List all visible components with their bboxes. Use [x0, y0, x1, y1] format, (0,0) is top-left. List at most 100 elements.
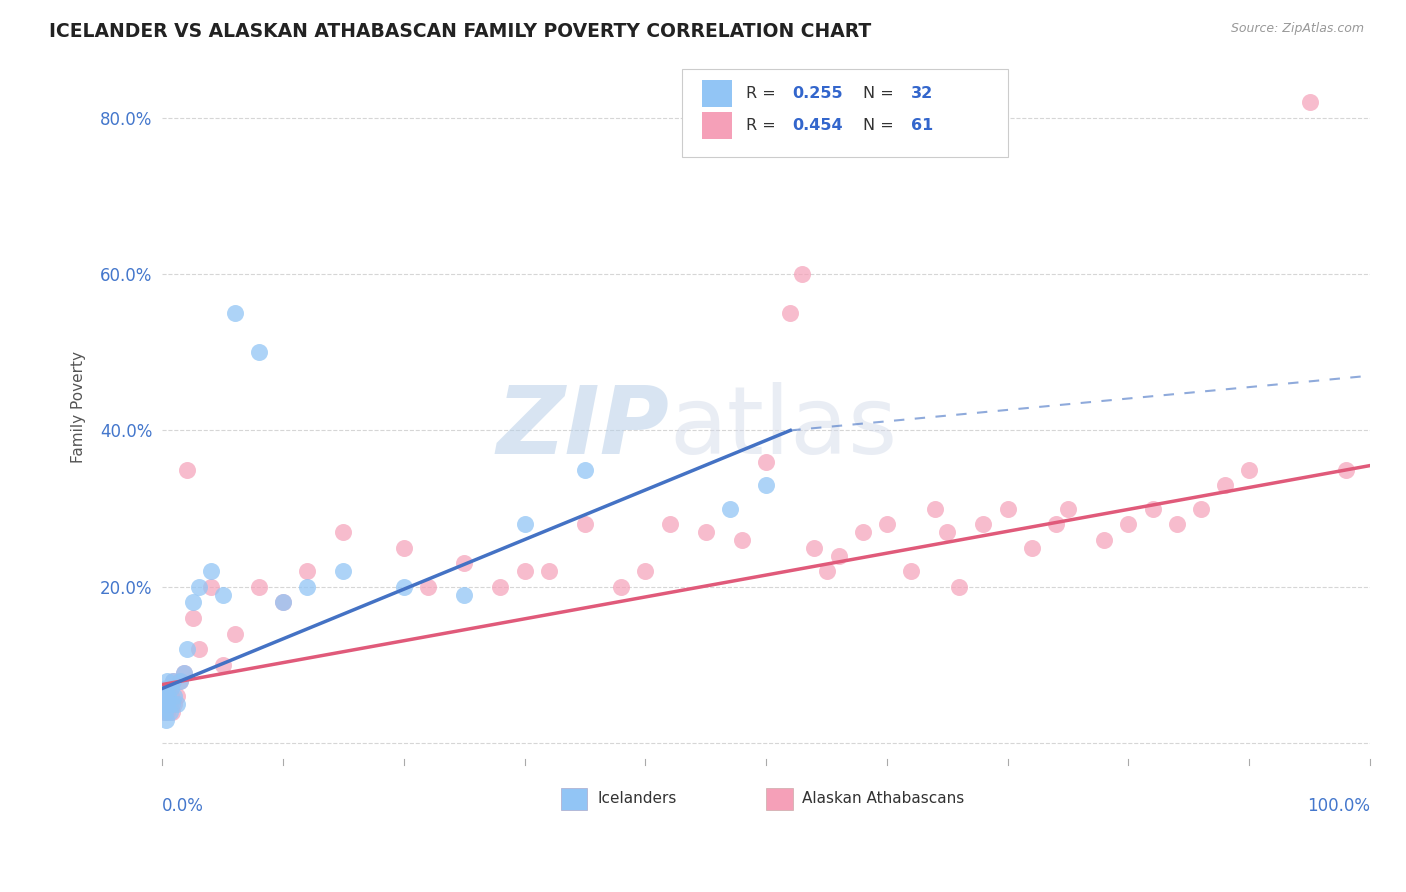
Point	[610, 580, 633, 594]
Point	[152, 705, 174, 719]
Point	[159, 690, 181, 704]
Point	[163, 690, 186, 704]
Point	[658, 517, 681, 532]
Text: 0.0%: 0.0%	[162, 797, 204, 815]
Point	[718, 501, 741, 516]
Point	[779, 306, 801, 320]
Point	[156, 705, 179, 719]
Point	[416, 580, 439, 594]
Point	[173, 665, 195, 680]
FancyBboxPatch shape	[702, 80, 733, 107]
Point	[634, 564, 657, 578]
Point	[1057, 501, 1080, 516]
Point	[162, 673, 184, 688]
Y-axis label: Family Poverty: Family Poverty	[72, 351, 86, 463]
FancyBboxPatch shape	[682, 70, 1008, 157]
Point	[155, 690, 177, 704]
Point	[1021, 541, 1043, 555]
Point	[159, 705, 181, 719]
Point	[332, 564, 354, 578]
Point	[1045, 517, 1067, 532]
Point	[176, 462, 198, 476]
Point	[513, 564, 536, 578]
FancyBboxPatch shape	[766, 788, 793, 810]
Point	[224, 306, 246, 320]
Point	[157, 690, 180, 704]
Point	[537, 564, 560, 578]
Point	[755, 455, 778, 469]
Point	[224, 626, 246, 640]
Point	[936, 524, 959, 539]
Point	[997, 501, 1019, 516]
Point	[157, 681, 180, 696]
Point	[160, 697, 183, 711]
Point	[166, 690, 188, 704]
Point	[247, 345, 270, 359]
FancyBboxPatch shape	[702, 112, 733, 139]
Text: 100.0%: 100.0%	[1308, 797, 1369, 815]
Point	[755, 478, 778, 492]
Point	[211, 588, 233, 602]
Point	[297, 564, 319, 578]
Point	[162, 673, 184, 688]
Point	[1298, 95, 1320, 109]
Point	[156, 673, 179, 688]
Point	[176, 642, 198, 657]
Point	[1237, 462, 1260, 476]
Point	[271, 595, 294, 609]
Point	[169, 673, 191, 688]
Point	[156, 697, 179, 711]
Text: atlas: atlas	[669, 382, 898, 474]
Point	[153, 697, 176, 711]
Point	[187, 580, 209, 594]
Point	[1213, 478, 1236, 492]
Point	[513, 517, 536, 532]
Point	[155, 681, 177, 696]
Point	[160, 705, 183, 719]
Text: N =: N =	[863, 87, 898, 102]
Point	[169, 673, 191, 688]
Point	[803, 541, 825, 555]
Text: R =: R =	[745, 87, 780, 102]
Text: Source: ZipAtlas.com: Source: ZipAtlas.com	[1230, 22, 1364, 36]
Point	[181, 595, 204, 609]
Point	[852, 524, 875, 539]
Point	[332, 524, 354, 539]
Point	[453, 557, 475, 571]
Point	[153, 705, 176, 719]
Point	[924, 501, 946, 516]
Point	[574, 462, 596, 476]
FancyBboxPatch shape	[561, 788, 588, 810]
Point	[200, 564, 222, 578]
Point	[695, 524, 717, 539]
Point	[392, 580, 415, 594]
Point	[166, 697, 188, 711]
Point	[181, 611, 204, 625]
Point	[574, 517, 596, 532]
Point	[155, 713, 177, 727]
Point	[173, 665, 195, 680]
Point	[163, 697, 186, 711]
Point	[211, 657, 233, 672]
Point	[247, 580, 270, 594]
Point	[731, 533, 754, 547]
Point	[792, 267, 814, 281]
Point	[1334, 462, 1357, 476]
Point	[297, 580, 319, 594]
Point	[187, 642, 209, 657]
Point	[489, 580, 512, 594]
Point	[152, 697, 174, 711]
Point	[876, 517, 898, 532]
Text: Alaskan Athabascans: Alaskan Athabascans	[803, 791, 965, 806]
Point	[1189, 501, 1212, 516]
Text: Icelanders: Icelanders	[598, 791, 676, 806]
Point	[900, 564, 922, 578]
Point	[1118, 517, 1140, 532]
Point	[159, 697, 181, 711]
Text: ICELANDER VS ALASKAN ATHABASCAN FAMILY POVERTY CORRELATION CHART: ICELANDER VS ALASKAN ATHABASCAN FAMILY P…	[49, 22, 872, 41]
Point	[392, 541, 415, 555]
Text: 0.454: 0.454	[793, 118, 844, 133]
Point	[1166, 517, 1188, 532]
Point	[153, 690, 176, 704]
Text: R =: R =	[745, 118, 780, 133]
